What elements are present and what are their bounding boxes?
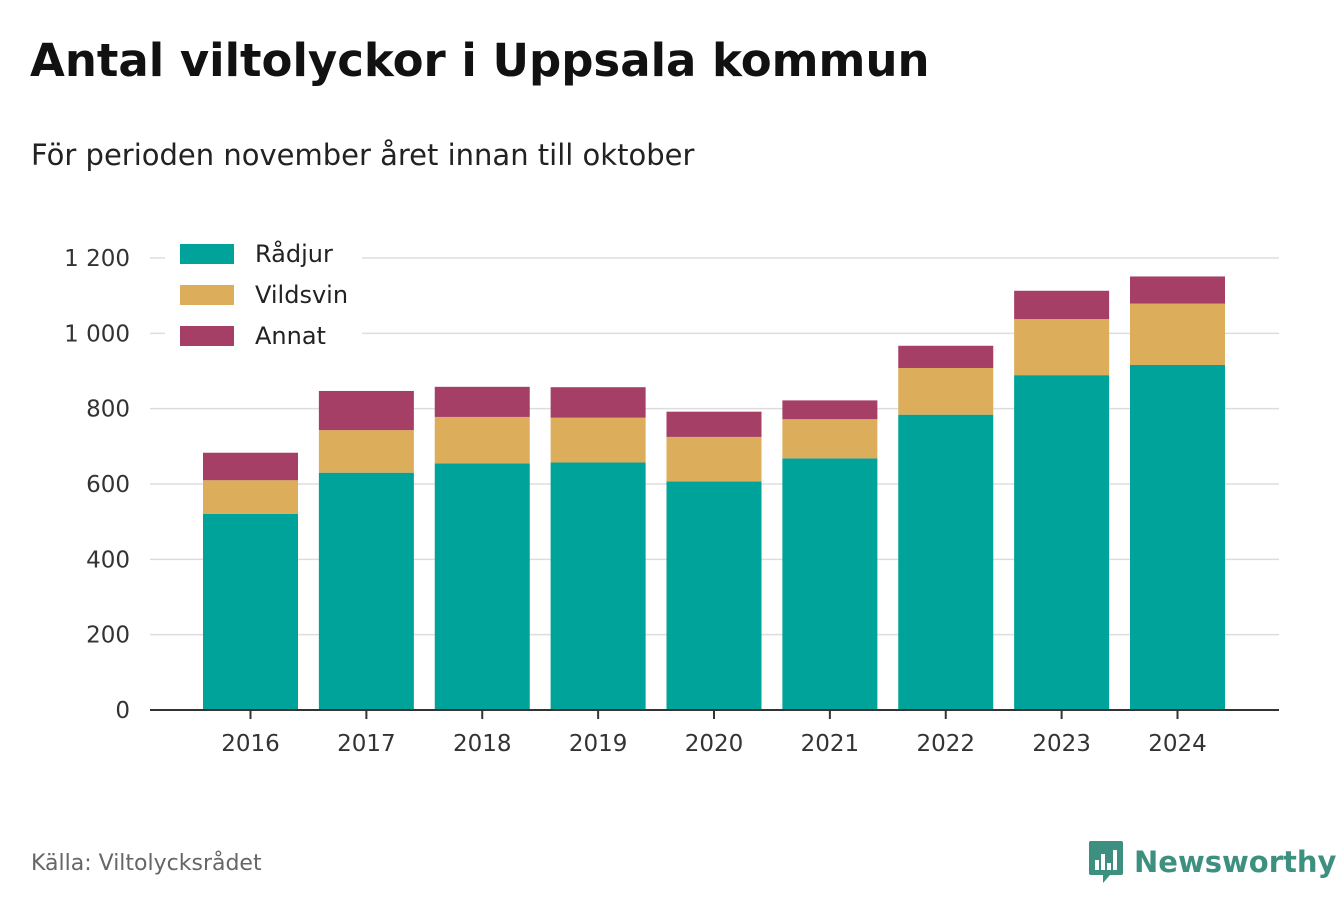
brand-logo: Newsworthy	[1088, 838, 1336, 886]
y-tick-label: 800	[86, 397, 130, 423]
y-tick-label: 1 200	[64, 246, 130, 272]
bar-2022-series-2	[898, 345, 994, 368]
bar-2018-series-2	[434, 386, 530, 417]
bar-2024-series-1	[1130, 303, 1225, 365]
legend: Rådjur Vildsvin Annat	[165, 232, 362, 357]
bar-2020-series-1	[666, 436, 762, 482]
x-tick-label: 2019	[569, 731, 628, 757]
x-tick-label: 2024	[1148, 731, 1207, 757]
legend-label-0: Rådjur	[255, 239, 333, 268]
bar-chart-speech-bubble-icon	[1089, 841, 1123, 883]
bar-2021-series-1	[782, 419, 878, 459]
bar-2022-series-1	[898, 367, 994, 415]
bar-2016-series-1	[203, 480, 298, 514]
bar-2018-series-0	[434, 463, 530, 710]
x-tick-label: 2017	[337, 731, 396, 757]
x-axis: 2016 2017 2018 2019 2020 2021 2022 2023 2024	[150, 709, 1279, 757]
source-note: Källa: Viltolycksrådet	[31, 851, 262, 876]
legend-swatch-0	[180, 244, 234, 264]
y-tick-label: 1 000	[64, 321, 130, 347]
y-tick-label: 0	[115, 698, 130, 724]
bar-2017-series-1	[318, 430, 414, 473]
bar-2020-series-2	[666, 411, 762, 437]
y-tick-label: 200	[86, 623, 130, 649]
bar-2023-series-2	[1014, 290, 1110, 320]
y-tick-label: 400	[86, 547, 130, 573]
bar-2023-series-1	[1014, 319, 1110, 376]
chart-subtitle: För perioden november året innan till ok…	[31, 138, 695, 172]
brand-name: Newsworthy	[1134, 845, 1337, 879]
bar-2019-series-2	[550, 387, 646, 418]
bar-2020-series-0	[666, 481, 762, 710]
bar-2024-series-2	[1130, 276, 1225, 304]
x-tick-label: 2020	[685, 731, 744, 757]
y-axis-labels: 0 200 400 600 800 1 000 1 200	[64, 246, 130, 724]
bar-2024-series-0	[1130, 364, 1225, 710]
bar-2023-series-0	[1014, 375, 1110, 710]
chart-title: Antal viltolyckor i Uppsala kommun	[30, 34, 930, 87]
bar-2017-series-0	[318, 472, 414, 710]
y-tick-label: 600	[86, 472, 130, 498]
legend-swatch-2	[180, 326, 234, 346]
legend-swatch-1	[180, 285, 234, 305]
x-tick-label: 2018	[453, 731, 512, 757]
bar-2021-series-0	[782, 458, 878, 710]
bars	[203, 276, 1225, 710]
bar-2019-series-1	[550, 417, 646, 463]
bar-2018-series-1	[434, 416, 530, 464]
bar-2016-series-0	[203, 513, 298, 710]
bar-2019-series-0	[550, 462, 646, 710]
x-tick-label: 2023	[1032, 731, 1091, 757]
bar-2017-series-2	[318, 390, 414, 431]
legend-label-2: Annat	[255, 322, 326, 350]
legend-label-1: Vildsvin	[255, 281, 348, 309]
bar-2021-series-2	[782, 400, 878, 420]
bar-2016-series-2	[203, 452, 298, 481]
x-tick-label: 2021	[801, 731, 860, 757]
x-tick-label: 2016	[221, 731, 280, 757]
bar-2022-series-0	[898, 414, 994, 710]
x-tick-label: 2022	[916, 731, 975, 757]
